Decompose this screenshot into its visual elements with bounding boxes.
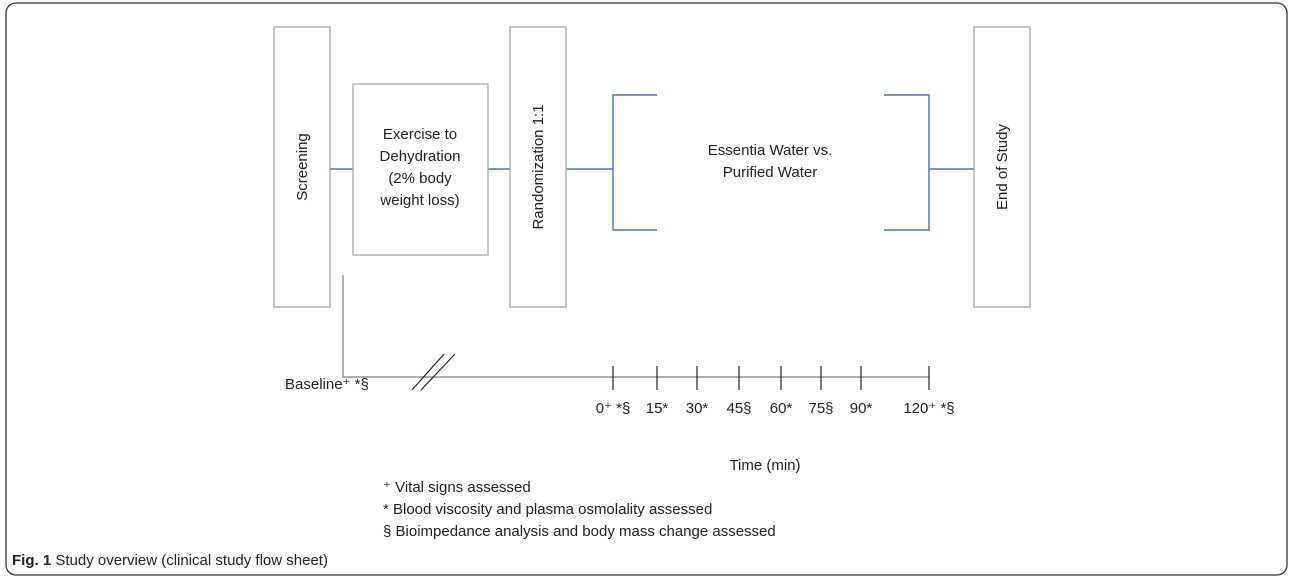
intervention-label: Essentia Water vs.	[708, 142, 832, 159]
box-label: weight loss)	[379, 192, 459, 209]
tick-label: 15*	[646, 400, 669, 417]
caption-label: Fig. 1	[12, 552, 52, 569]
box-exercise	[352, 83, 489, 256]
box-randomization	[509, 26, 567, 308]
legend-item: § Bioimpedance analysis and body mass ch…	[383, 523, 776, 540]
box-end	[973, 26, 1031, 308]
axis-label: Time (min)	[729, 457, 800, 474]
tick-label: 120⁺ *§	[903, 400, 954, 417]
bracket-right	[884, 94, 930, 231]
baseline-label: Baseline⁺ *§	[285, 376, 369, 393]
legend-item: ⁺ Vital signs assessed	[383, 479, 531, 496]
tick-label: 90*	[850, 400, 873, 417]
tick-label: 0⁺ *§	[596, 400, 631, 417]
box-label: Randomization 1:1	[530, 104, 547, 229]
tick-label: 75§	[808, 400, 833, 417]
box-label: Dehydration	[380, 148, 461, 165]
tick-label: 45§	[726, 400, 751, 417]
box-label: Screening	[294, 133, 311, 201]
box-label: End of Study	[994, 124, 1011, 210]
tick-label: 60*	[770, 400, 793, 417]
timeline-ticks: 0⁺ *§ 15* 30* 45§ 60* 75§ 90* 120⁺ *§	[596, 366, 955, 417]
caption: Fig. 1 Study overview (clinical study fl…	[12, 552, 328, 569]
caption-text: Study overview (clinical study flow shee…	[55, 552, 328, 569]
break-mark	[420, 353, 456, 391]
legend-item: * Blood viscosity and plasma osmolality …	[383, 501, 712, 518]
intervention-label: Purified Water	[723, 164, 817, 181]
box-label: Exercise to	[383, 126, 457, 143]
timeline	[342, 275, 929, 378]
tick-label: 30*	[686, 400, 709, 417]
box-label: (2% body	[388, 170, 452, 187]
bracket-left	[612, 94, 657, 231]
box-screening	[273, 26, 331, 308]
break-mark	[411, 353, 445, 391]
frame	[5, 2, 1288, 576]
